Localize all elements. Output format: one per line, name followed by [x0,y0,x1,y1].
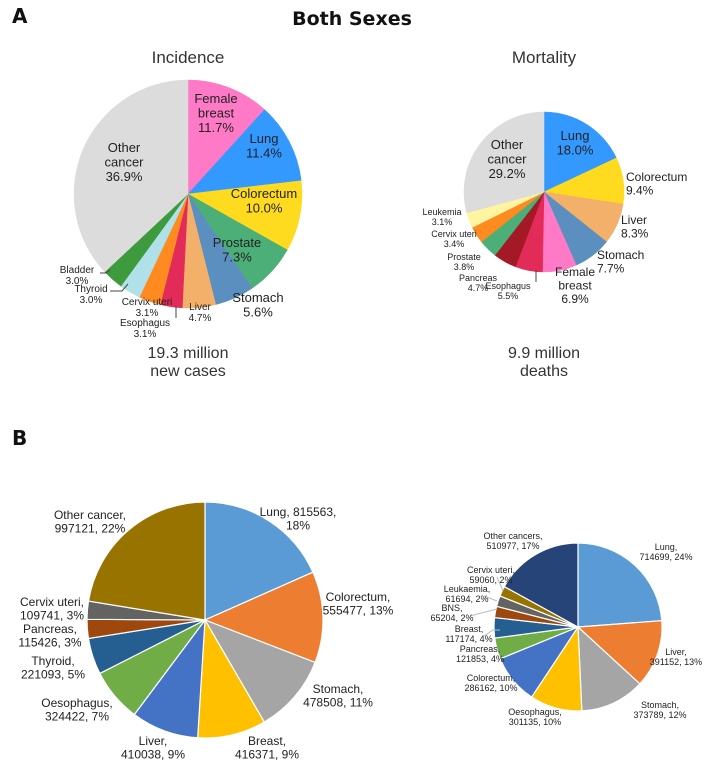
data-label-incidence-colorectum: Colorectum 10.0% [231,186,297,216]
data-label-b-left-thyroid: Thyroid, 221093, 5% [21,654,85,681]
pie-slice-incidence-female-breast [187,79,265,195]
data-label-b-left-other-cancer: Other cancer, 997121, 22% [54,508,126,535]
leader-line-incidence-thyroid [110,283,129,292]
panel-a-letter: A [12,4,28,28]
leader-line-incidence-bladder [100,269,111,274]
mortality-title: Mortality [511,48,577,67]
data-label-mortality-other-cancer: Other cancer 29.2% [487,137,527,181]
pie-slice-b-right-other-cancers [503,542,579,629]
data-label-mortality-stomach: Stomach 7.7% [597,248,644,275]
pie-b-right: Lung, 714699, 24% Liver, 391152, 13% Stomach… [430,531,702,727]
pie-slice-mortality-lung [543,111,617,193]
data-label-b-left-colorectum: Colorectum, 555477, 13% [323,590,394,617]
pie-slice-b-left-colorectum [203,571,324,664]
data-label-incidence-stomach: Stomach 5.6% [232,290,283,320]
data-label-b-right-stomach: Stomach, 373789, 12% [633,700,686,720]
data-label-incidence-other-cancer: Other cancer 36.9% [104,140,144,184]
data-label-b-right-lung: Lung, 714699, 24% [639,542,692,562]
data-label-incidence-lung: Lung 11.4% [246,131,282,161]
data-label-b-right-cervix-uteri: Cervix uteri, 59060, 2% [467,565,515,585]
pie-slice-b-left-lung [204,501,314,621]
leader-line-b-right-leukaemia [483,595,498,602]
data-label-b-right-pancreas: Pancreas, 121853, 4% [456,644,504,664]
data-label-incidence-esophagus: Esophagus 3.1% [120,318,170,340]
data-label-mortality-esophagus: Esophagus 5.5% [485,281,531,301]
data-label-incidence-prostate: Prostate 7.3% [213,235,261,265]
data-label-mortality-cervix-uteri: Cervix uteri 3.4% [431,229,477,249]
incidence-total: 19.3 million new cases [88,345,288,381]
data-label-b-left-pancreas: Pancreas, 115426, 3% [18,622,81,649]
incidence-total-value: 19.3 million [147,345,229,362]
data-label-mortality-prostate: Prostate 3.8% [447,252,481,272]
data-label-b-right-other-cancers: Other cancers, 510977, 17% [483,531,542,551]
data-label-mortality-lung: Lung 18.0% [557,128,594,158]
data-label-b-left-liver: Liver, 410038, 9% [121,734,185,761]
data-label-mortality-leukemia: Leukemia 3.1% [422,207,461,227]
data-label-mortality-female-breast: Female breast 6.9% [555,265,595,306]
pie-slice-mortality-other-cancer [463,111,545,214]
pie-b-left: Lung, 815563, 18% Colorectum, 555477, 13% St… [18,501,394,761]
data-label-incidence-bladder: Bladder 3.0% [60,265,95,287]
data-label-b-right-colorectum: Colorectum, 286162, 10% [464,673,517,693]
data-label-incidence-thyroid: Thyroid 3.0% [74,284,107,306]
leader-line-b-right-bns [469,608,498,617]
leader-line-b-right-cervix-uteri [496,576,504,592]
data-label-b-left-stomach: Stomach, 478508, 11% [303,682,373,709]
pie-incidence: Female breast 11.7% Lung 11.4% Colorectum 10.0… [60,79,303,340]
mortality-total-value: 9.9 million [507,345,581,362]
mortality-total: 9.9 million deaths [444,345,644,381]
pie-slice-incidence-other-cancer [73,79,189,273]
incidence-title: Incidence [151,48,225,67]
pie-slice-b-left-stomach [203,618,316,723]
data-label-mortality-colorectum: Colorectum 9.4% [626,170,687,197]
data-label-incidence-female-breast: Female breast 11.7% [194,91,237,135]
leader-line-b-right-breast [483,629,500,637]
data-label-mortality-pancreas: Pancreas 4.7% [459,273,498,293]
pie-slice-incidence-lung [187,109,302,195]
data-label-b-right-oesophagus: Oesophagus, 301135, 10% [508,707,562,727]
mortality-total-caption: deaths [519,363,569,380]
data-label-b-right-breast: Breast, 117174, 4% [445,624,492,644]
data-label-b-left-breast: Breast, 416371, 9% [235,734,299,761]
data-label-b-left-oesophagus: Oesophagus, 324422, 7% [41,696,112,723]
panel-a-title: Both Sexes [292,8,412,30]
pie-slice-incidence-colorectum [187,180,303,251]
data-label-b-right-leukaemia: Leukaemia, 61694, 2% [444,584,491,604]
pie-slice-b-right-stomach [577,625,641,712]
pie-slice-b-left-other-cancer [87,501,206,621]
panel-b-letter: B [12,426,28,450]
data-label-b-right-bns: BNS, 65204, 2% [430,603,473,623]
pie-slice-b-right-liver [576,620,663,685]
data-label-incidence-liver: Liver 4.7% [189,302,212,324]
data-label-b-right-liver: Liver, 391152, 13% [650,647,702,667]
pie-mortality: Lung 18.0% Colorectum 9.4% Liver 8.3% Stomach 7… [422,111,687,306]
pie-slice-b-right-lung [577,542,663,628]
data-label-b-left-cervix-uteri: Cervix uteri, 109741, 3% [20,595,84,622]
data-label-incidence-cervix-uteri: Cervix uteri 3.1% [122,297,173,319]
data-label-b-left-lung: Lung, 815563, 18% [260,505,337,532]
incidence-total-caption: new cases [150,363,226,380]
data-label-mortality-liver: Liver 8.3% [621,213,649,240]
